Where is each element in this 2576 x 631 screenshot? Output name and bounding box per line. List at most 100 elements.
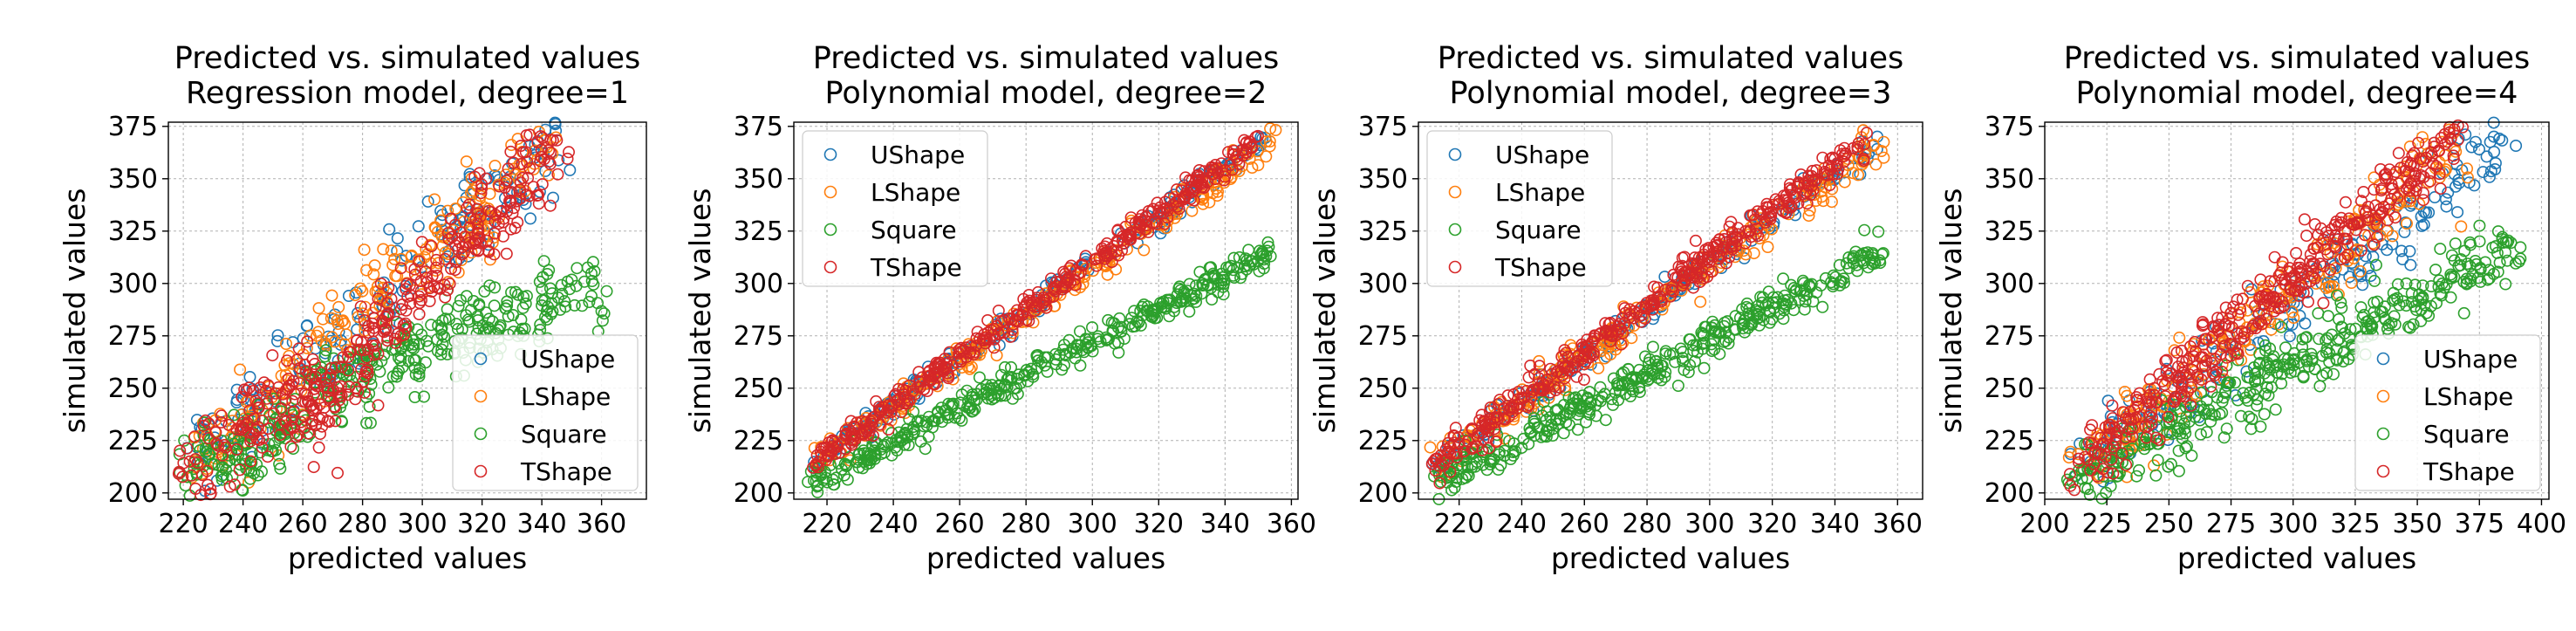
- point-ushape: [2398, 225, 2411, 238]
- point-lshape: [428, 193, 441, 206]
- point-square: [1583, 408, 1596, 421]
- point-square: [1079, 338, 1092, 351]
- point-lshape: [2272, 318, 2286, 331]
- point-square: [442, 312, 455, 326]
- point-tshape: [2370, 230, 2383, 243]
- point-square: [2130, 470, 2143, 483]
- point-square: [1074, 359, 1087, 372]
- point-tshape: [2403, 184, 2416, 197]
- point-square: [1115, 325, 1128, 338]
- point-tshape: [2156, 374, 2169, 388]
- y-axis-label: simulated values: [58, 189, 92, 434]
- point-square: [2491, 225, 2504, 238]
- point-ushape: [2362, 262, 2375, 275]
- point-square: [2165, 413, 2178, 426]
- point-tshape: [1615, 338, 1628, 351]
- point-lshape: [1203, 195, 1216, 209]
- point-square: [2194, 428, 2207, 441]
- point-square: [221, 456, 234, 469]
- point-square: [1113, 312, 1126, 325]
- point-tshape: [431, 269, 444, 282]
- point-square: [1522, 437, 1535, 450]
- point-tshape: [2175, 381, 2188, 394]
- point-square: [360, 416, 373, 429]
- point-lshape: [312, 302, 325, 315]
- point-tshape: [2178, 390, 2191, 403]
- point-square: [2216, 406, 2229, 419]
- point-tshape: [1623, 303, 1636, 316]
- point-tshape: [248, 428, 261, 441]
- point-tshape: [2374, 184, 2388, 197]
- point-tshape: [516, 157, 529, 170]
- x-tick-label: 280: [1001, 509, 1051, 539]
- x-axis-label: predicted values: [1551, 541, 1790, 575]
- point-tshape: [504, 145, 517, 158]
- point-tshape: [475, 182, 489, 195]
- point-square: [2279, 341, 2292, 354]
- point-tshape: [2146, 411, 2159, 424]
- point-tshape: [358, 386, 371, 399]
- point-tshape: [2099, 421, 2112, 434]
- point-tshape: [1646, 303, 1659, 316]
- point-square: [1504, 452, 1517, 465]
- point-square: [1503, 435, 1516, 448]
- point-tshape: [1671, 271, 1684, 284]
- point-square: [489, 281, 502, 294]
- point-square: [309, 365, 322, 378]
- point-tshape: [2447, 153, 2460, 166]
- point-square: [1764, 305, 1777, 319]
- point-square: [2457, 275, 2470, 288]
- point-tshape: [1179, 171, 1192, 184]
- point-tshape: [534, 130, 547, 143]
- point-square: [2312, 306, 2325, 319]
- point-square: [2126, 442, 2139, 456]
- point-square: [2251, 399, 2264, 412]
- point-tshape: [911, 381, 924, 394]
- point-tshape: [1707, 250, 1720, 263]
- point-tshape: [2126, 430, 2139, 443]
- point-square: [2445, 249, 2458, 262]
- point-lshape: [1803, 204, 1816, 217]
- point-tshape: [315, 366, 328, 379]
- point-square: [2331, 334, 2344, 347]
- chart-title-line: Polynomial model, degree=3: [1450, 76, 1892, 111]
- point-tshape: [1645, 298, 1658, 311]
- point-tshape: [234, 423, 247, 436]
- point-tshape: [2167, 394, 2180, 408]
- point-square: [828, 478, 841, 491]
- point-tshape: [1093, 251, 1106, 264]
- point-square: [2195, 386, 2208, 399]
- point-square: [380, 340, 393, 353]
- point-square: [228, 408, 241, 422]
- point-tshape: [2307, 242, 2320, 255]
- point-tshape: [2218, 340, 2231, 353]
- point-tshape: [873, 418, 886, 431]
- point-square: [2113, 467, 2126, 480]
- point-square: [571, 262, 584, 275]
- point-square: [1691, 346, 1704, 359]
- point-tshape: [2285, 271, 2298, 285]
- legend-marker-tshape: [823, 260, 837, 274]
- point-lshape: [1761, 240, 1774, 253]
- legend-box: [802, 130, 988, 287]
- point-square: [1594, 381, 1607, 394]
- point-square: [554, 303, 567, 316]
- point-ushape: [2354, 270, 2368, 283]
- point-square: [1740, 297, 1753, 310]
- point-tshape: [2200, 333, 2213, 346]
- point-lshape: [1825, 195, 1838, 209]
- point-tshape: [2159, 354, 2172, 367]
- y-tick-label: 200: [1985, 478, 2034, 509]
- point-square: [1459, 453, 1472, 466]
- point-tshape: [2317, 233, 2330, 246]
- point-tshape: [1575, 338, 1589, 351]
- point-square: [918, 420, 931, 433]
- point-tshape: [1527, 383, 1540, 396]
- point-square: [2172, 444, 2185, 457]
- point-lshape: [2413, 197, 2426, 210]
- point-square: [1222, 261, 1235, 274]
- point-square: [1632, 381, 1645, 394]
- point-square: [411, 323, 424, 336]
- data-points: [1424, 124, 1890, 505]
- point-lshape: [193, 429, 206, 442]
